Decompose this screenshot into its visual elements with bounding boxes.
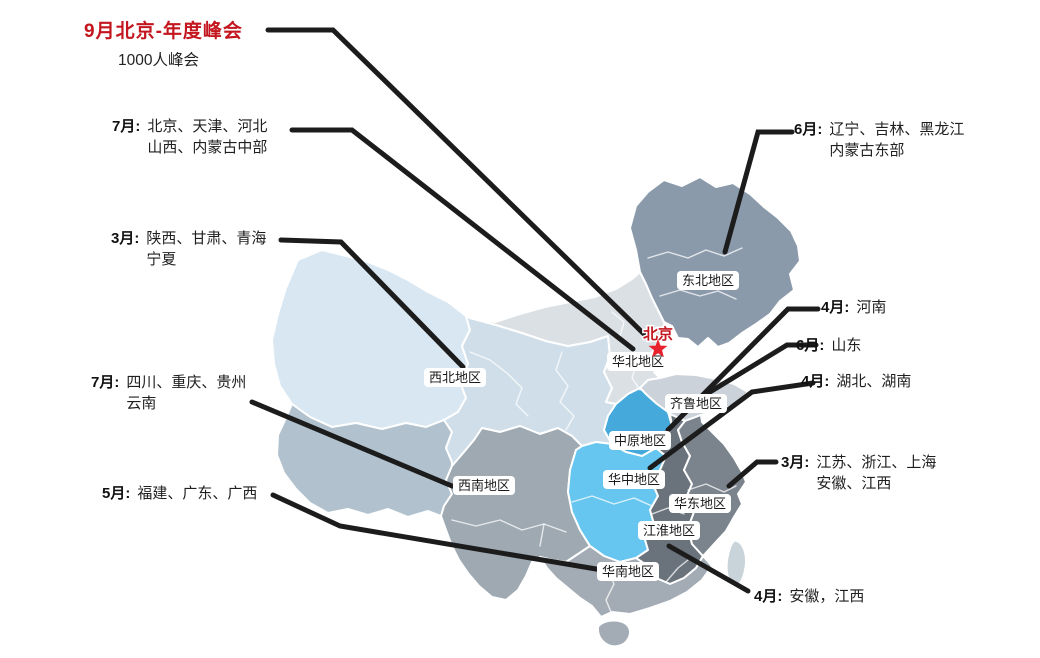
line-jul-north [289,127,636,352]
callout-month: 7月: [112,118,141,135]
callout-regions: 四川、重庆、贵州 云南 [126,374,247,412]
line-may-south [270,492,605,573]
callout-month: 6月: [794,121,823,138]
callout-jun-shandong: 6月: 山东 [796,335,861,356]
callout-month: 3月: [781,454,810,471]
line-sep-summit [265,27,647,337]
svg-text:华中地区: 华中地区 [608,472,660,487]
svg-text:西北地区: 西北地区 [429,370,481,385]
region-xinan [440,425,591,601]
callout-mar-northwest: 3月: 陕西、甘肃、青海 宁夏 [111,228,266,270]
callout-regions: 湖北、湖南 [836,373,912,390]
svg-text:华东地区: 华东地区 [674,496,726,511]
svg-text:江淮地区: 江淮地区 [643,523,695,538]
region-label-jianghuai: 江淮地区 [638,521,700,540]
callout-jul-southwest: 7月: 四川、重庆、贵州 云南 [91,372,246,414]
callout-month: 4月: [754,588,783,605]
region-xinjiang [271,249,471,430]
region-label-dongbei: 东北地区 [677,271,739,290]
callout-apr-hubei-hunan: 4月: 湖北、湖南 [801,371,911,392]
svg-text:华南地区: 华南地区 [602,564,654,579]
callout-month: 3月: [111,230,140,247]
region-labels: 东北地区 华北地区 西北地区 齐鲁地区 中原地区 华中地区 [424,271,739,581]
region-label-qilu: 齐鲁地区 [665,394,727,413]
region-label-huadong: 华东地区 [669,494,731,513]
beijing-marker: 北京 [641,324,675,358]
callout-month: 6月: [796,337,825,354]
summit-title: 9月北京-年度峰会 [84,21,243,42]
line-apr-henan [665,306,821,433]
callout-regions: 山东 [831,337,862,354]
region-label-huazhong: 华中地区 [603,470,665,489]
svg-text:华北地区: 华北地区 [612,354,664,369]
callout-apr-anhui-jiangxi: 4月: 安徽，江西 [754,586,864,607]
callout-may-south: 5月: 福建、广东、广西 [102,483,257,504]
callout-month: 5月: [102,485,131,502]
region-dongbei [629,176,801,348]
svg-text:齐鲁地区: 齐鲁地区 [670,396,722,411]
callout-regions: 福建、广东、广西 [137,485,258,502]
callout-regions: 江苏、浙江、上海 安徽、江西 [816,454,937,492]
callout-regions: 安徽，江西 [789,588,865,605]
beijing-label: 北京 [643,325,673,343]
callout-regions: 河南 [856,299,887,316]
line-jun-northeast [722,129,795,255]
callout-jun-northeast: 6月: 辽宁、吉林、黑龙江 内蒙古东部 [794,119,964,161]
region-label-huanan: 华南地区 [597,562,659,581]
callout-mar-east: 3月: 江苏、浙江、上海 安徽、江西 [781,452,936,494]
callout-regions: 辽宁、吉林、黑龙江 内蒙古东部 [829,121,965,159]
region-label-zhongyuan: 中原地区 [609,431,671,450]
region-label-xinan: 西南地区 [453,476,515,495]
line-mar-northwest [278,237,466,370]
callout-month: 4月: [801,373,830,390]
line-apr-hubei-hunan [647,380,816,471]
svg-text:东北地区: 东北地区 [682,273,734,288]
line-jul-southwest [249,399,455,489]
callout-month: 7月: [91,374,120,391]
line-apr-anhui-jiangxi [666,543,751,594]
beijing-star-icon [648,339,668,358]
svg-text:中原地区: 中原地区 [614,433,666,448]
line-mar-east [726,459,779,489]
summit-subtitle: 1000人峰会 [118,52,199,69]
svg-text:西南地区: 西南地区 [458,478,510,493]
callout-lines [249,27,821,594]
region-label-huabei: 华北地区 [607,352,669,371]
region-label-xibei: 西北地区 [424,368,486,387]
region-huadong [677,414,747,557]
region-hainan-island [596,619,631,648]
callout-regions: 陕西、甘肃、青海 宁夏 [146,230,267,268]
callout-apr-henan: 4月: 河南 [821,297,886,318]
line-jun-shandong [702,342,819,398]
callout-month: 4月: [821,299,850,316]
callout-regions: 北京、天津、河北 山西、内蒙古中部 [147,118,268,156]
callout-jul-north: 7月: 北京、天津、河北 山西、内蒙古中部 [112,116,267,158]
